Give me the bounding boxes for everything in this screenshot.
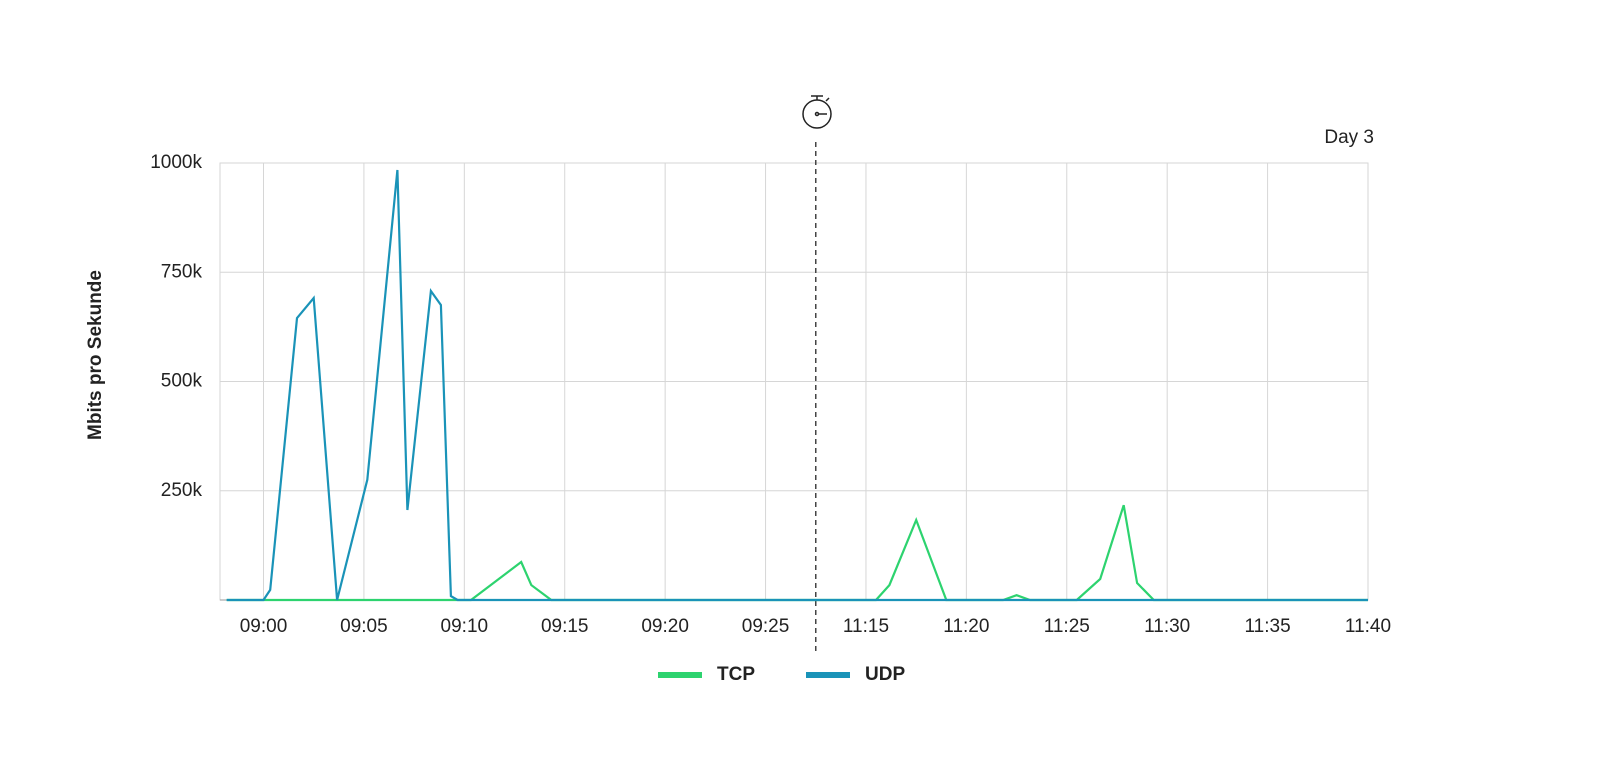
x-tick-label: 09:05 <box>340 616 388 637</box>
x-tick-label: 11:20 <box>943 616 989 637</box>
x-tick-label: 11:25 <box>1044 616 1090 637</box>
x-tick-label: 09:15 <box>541 616 589 637</box>
x-tick-label: 09:00 <box>240 616 288 637</box>
stopwatch-icon <box>802 95 832 129</box>
y-tick-label: 250k <box>161 480 203 501</box>
y-tick-label: 750k <box>161 261 203 282</box>
legend-label: UDP <box>865 664 905 685</box>
series-line <box>226 504 1368 602</box>
series-line <box>226 169 1368 602</box>
y-tick-label: 1000k <box>150 152 202 173</box>
x-tick-label: 11:35 <box>1245 616 1291 637</box>
legend-label: TCP <box>717 664 755 685</box>
x-tick-label: 09:20 <box>641 616 689 637</box>
annotation: Day 3 <box>1324 127 1374 148</box>
x-tick-label: 09:10 <box>441 616 489 637</box>
x-tick-label: 11:15 <box>843 616 889 637</box>
x-tick-label: 11:40 <box>1345 616 1391 637</box>
y-tick-label: 500k <box>161 371 203 392</box>
x-tick-label: 11:30 <box>1144 616 1190 637</box>
y-axis-label: Mbits pro Sekunde <box>85 270 106 440</box>
x-tick-label: 09:25 <box>742 616 790 637</box>
